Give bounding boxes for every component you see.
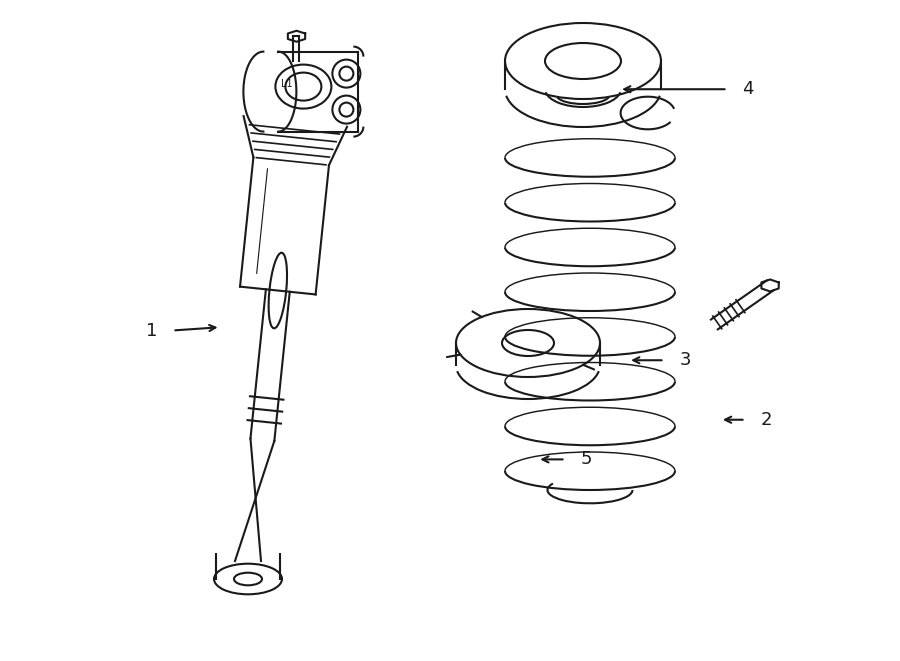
Text: L1: L1 — [281, 79, 292, 89]
Text: 3: 3 — [680, 351, 691, 369]
Text: 4: 4 — [742, 80, 754, 98]
Text: 2: 2 — [760, 410, 772, 429]
Text: 1: 1 — [146, 321, 158, 340]
Text: 5: 5 — [580, 450, 592, 469]
